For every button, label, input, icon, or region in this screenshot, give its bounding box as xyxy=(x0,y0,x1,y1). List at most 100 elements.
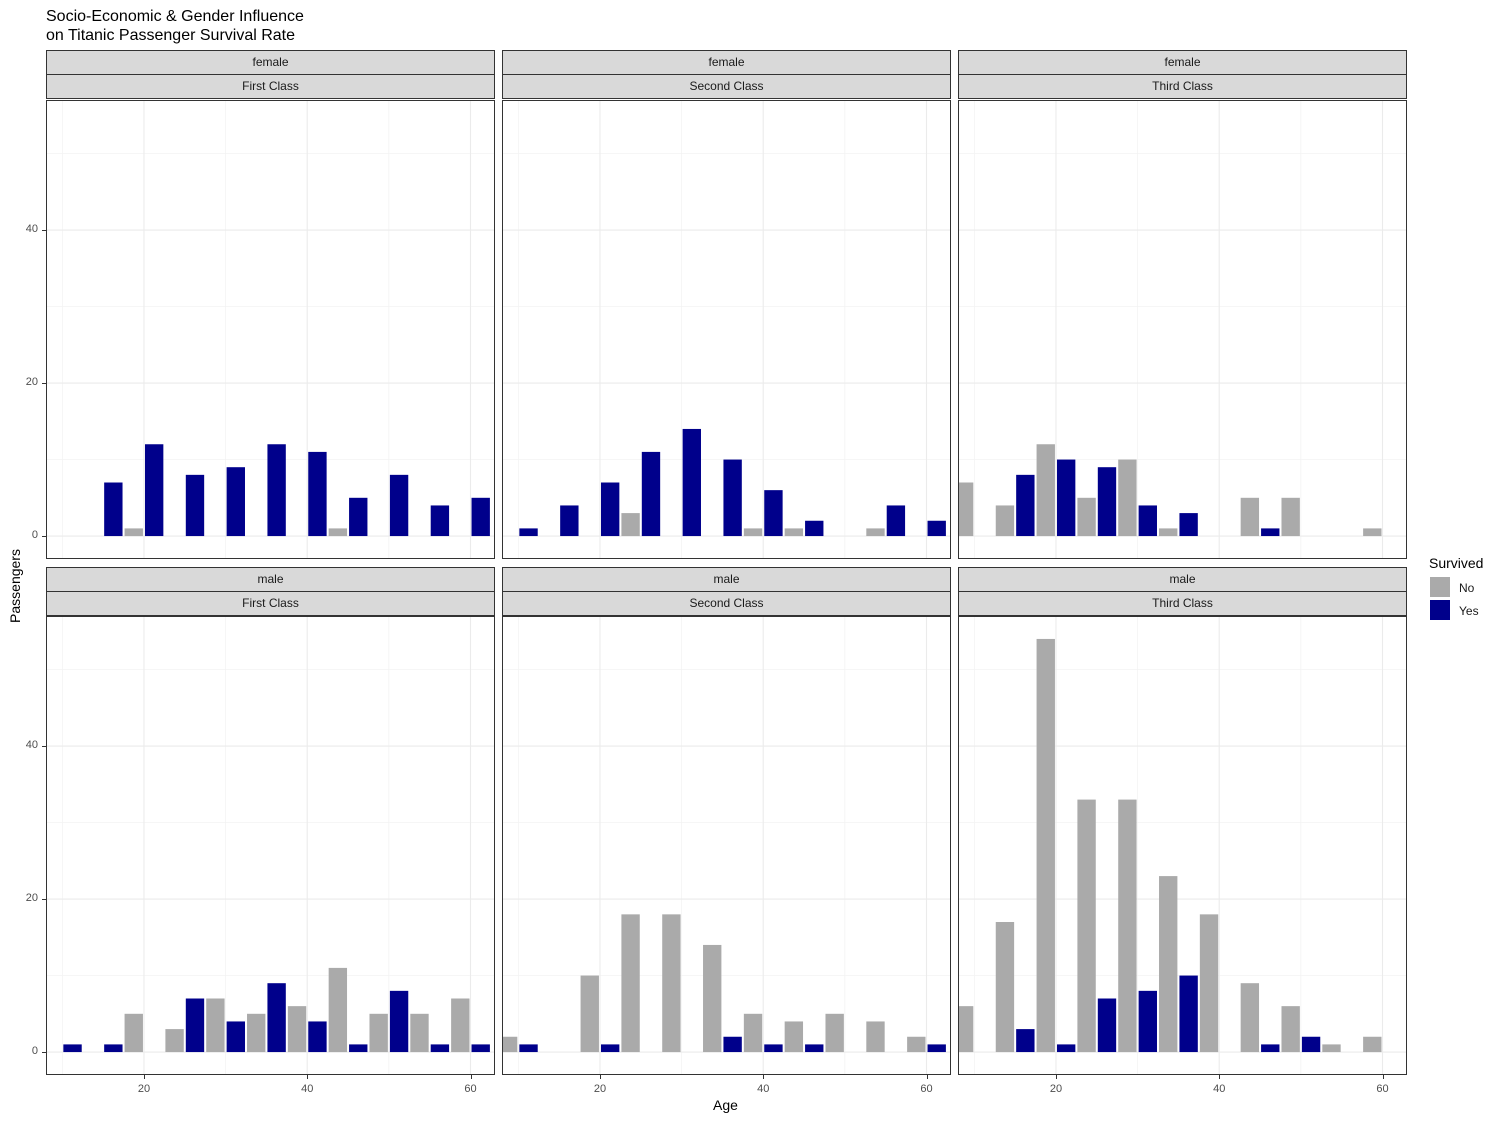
bar-yes xyxy=(308,451,327,537)
strip-class: Second Class xyxy=(502,591,951,616)
x-tick-mark xyxy=(307,1075,309,1079)
y-tick-mark xyxy=(42,230,46,232)
bar-no xyxy=(1363,1036,1382,1053)
bar-no xyxy=(1281,497,1300,537)
bar-yes xyxy=(1138,505,1157,537)
bar-no xyxy=(1281,1006,1300,1053)
bar-yes xyxy=(104,482,123,537)
x-tick-label: 40 xyxy=(757,1083,770,1095)
x-tick-label: 60 xyxy=(1376,1083,1389,1095)
bar-yes xyxy=(723,1036,742,1053)
y-tick-label: 0 xyxy=(31,1045,38,1058)
bar-yes xyxy=(1179,975,1198,1053)
bar-yes xyxy=(1056,459,1076,537)
bar-yes xyxy=(308,1021,327,1053)
bar-yes xyxy=(764,1044,783,1053)
bar-no xyxy=(621,513,640,537)
x-tick-label: 60 xyxy=(464,1083,477,1095)
bar-no xyxy=(328,967,348,1053)
bar-no xyxy=(958,1006,974,1053)
bar-yes xyxy=(1097,467,1117,537)
bar-yes xyxy=(886,505,906,537)
bar-no xyxy=(1199,914,1219,1053)
bar-yes xyxy=(430,1044,450,1053)
bar-no xyxy=(124,528,143,537)
bar-yes xyxy=(682,428,701,537)
bar-no xyxy=(866,1021,885,1053)
panel-border xyxy=(502,616,951,1075)
bar-yes xyxy=(389,990,409,1053)
chart-title-line-1: Socio-Economic & Gender Influence xyxy=(46,8,304,25)
bar-no xyxy=(784,528,804,537)
bar-yes xyxy=(1016,474,1035,537)
x-tick-mark xyxy=(1382,1075,1384,1079)
strip-sex: male xyxy=(958,567,1407,592)
bar-no xyxy=(1363,528,1382,537)
bar-no xyxy=(995,922,1015,1053)
y-tick-label: 40 xyxy=(25,739,38,752)
x-tick-mark xyxy=(143,1075,145,1079)
legend-label-no: No xyxy=(1459,581,1475,595)
bar-yes xyxy=(471,1044,490,1053)
bar-no xyxy=(621,914,640,1053)
bar-yes xyxy=(519,528,538,537)
x-tick-label: 20 xyxy=(1049,1083,1063,1095)
bar-no xyxy=(287,1006,307,1053)
strip-class: Third Class xyxy=(958,591,1407,616)
bar-yes xyxy=(389,474,409,537)
bar-no xyxy=(502,1036,518,1053)
bar-no xyxy=(907,1036,926,1053)
bar-no xyxy=(662,914,681,1053)
x-tick-label: 40 xyxy=(1213,1083,1226,1095)
bar-no xyxy=(825,1013,844,1053)
bar-yes xyxy=(723,459,742,537)
bar-yes xyxy=(1097,998,1117,1053)
y-tick-mark xyxy=(42,746,46,748)
strip-class: Second Class xyxy=(502,74,951,99)
bar-yes xyxy=(764,490,783,537)
bar-no xyxy=(580,975,599,1053)
legend-title: Survived xyxy=(1429,555,1484,571)
y-tick-label: 0 xyxy=(31,529,38,542)
bar-yes xyxy=(349,1044,368,1053)
strip-sex: female xyxy=(46,50,495,75)
facet-panel-female-first-class xyxy=(46,100,495,559)
y-tick-label: 40 xyxy=(25,223,38,236)
bar-yes xyxy=(226,1021,245,1053)
bar-no xyxy=(247,1013,266,1053)
bar-yes xyxy=(927,1044,946,1053)
bar-no xyxy=(1159,528,1178,537)
bar-no xyxy=(743,1013,763,1053)
bar-yes xyxy=(267,444,286,537)
bar-yes xyxy=(1301,1036,1321,1053)
bar-yes xyxy=(805,1044,824,1053)
bar-yes xyxy=(519,1044,538,1053)
x-tick-label: 20 xyxy=(593,1083,607,1095)
bar-no xyxy=(1118,799,1137,1053)
bar-no xyxy=(410,1013,429,1053)
legend-key-no xyxy=(1430,577,1450,597)
bar-no xyxy=(1159,876,1178,1053)
bar-yes xyxy=(185,474,205,537)
bar-no xyxy=(124,1013,143,1053)
bar-no xyxy=(995,505,1015,537)
strip-class: First Class xyxy=(46,591,495,616)
strip-sex: female xyxy=(958,50,1407,75)
x-tick-mark xyxy=(1055,1075,1057,1079)
panel-border xyxy=(958,616,1407,1075)
bar-yes xyxy=(430,505,450,537)
bar-no xyxy=(1036,444,1055,537)
bar-no xyxy=(451,998,470,1053)
bar-yes xyxy=(63,1044,82,1053)
bar-yes xyxy=(600,1044,620,1053)
bar-yes xyxy=(1179,513,1198,537)
bar-yes xyxy=(641,451,661,537)
legend-label-yes: Yes xyxy=(1459,604,1479,618)
panel-border xyxy=(502,100,951,559)
bar-no xyxy=(1077,497,1096,537)
x-tick-mark xyxy=(763,1075,765,1079)
facet-panel-male-second-class xyxy=(502,616,951,1075)
bar-no xyxy=(1240,983,1260,1053)
y-tick-label: 20 xyxy=(25,892,38,905)
bar-no xyxy=(1240,497,1260,537)
